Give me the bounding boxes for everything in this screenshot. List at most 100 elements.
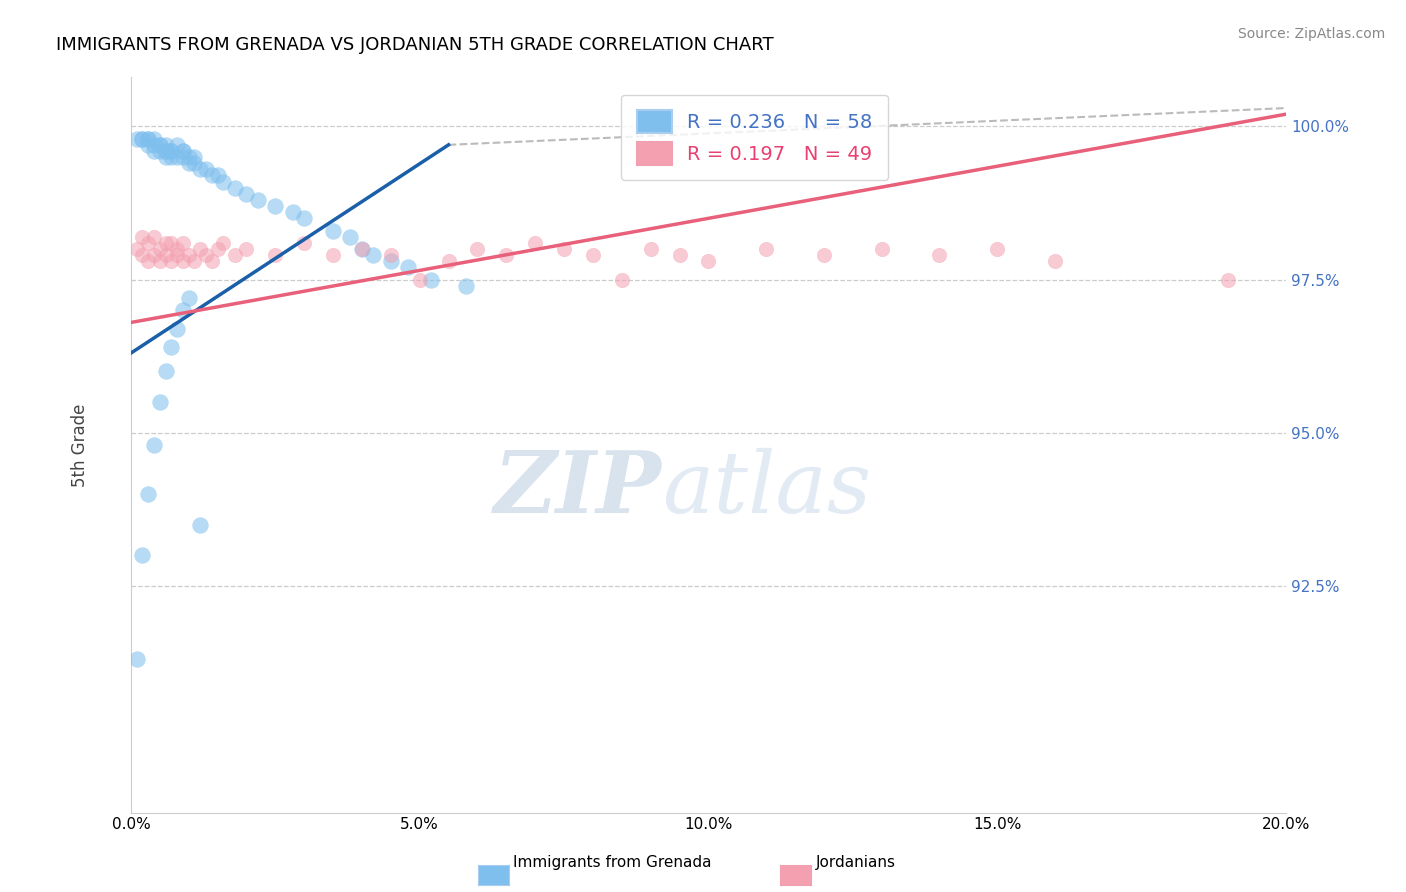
Point — [640, 242, 662, 256]
Point — [136, 235, 159, 250]
Point — [155, 144, 177, 158]
Point — [149, 242, 172, 256]
Point — [195, 162, 218, 177]
Text: Source: ZipAtlas.com: Source: ZipAtlas.com — [1237, 27, 1385, 41]
Point — [420, 272, 443, 286]
Point — [408, 272, 430, 286]
Text: atlas: atlas — [662, 448, 872, 531]
Point — [136, 131, 159, 145]
Point — [207, 242, 229, 256]
Point — [125, 652, 148, 666]
Point — [870, 242, 893, 256]
Point — [143, 131, 166, 145]
Point — [172, 235, 194, 250]
Point — [177, 156, 200, 170]
Point — [149, 137, 172, 152]
Point — [160, 235, 183, 250]
Point — [149, 144, 172, 158]
Point — [246, 193, 269, 207]
Point — [166, 242, 188, 256]
Point — [136, 254, 159, 268]
Point — [149, 395, 172, 409]
Point — [195, 248, 218, 262]
Point — [322, 248, 344, 262]
Point — [160, 150, 183, 164]
Point — [212, 175, 235, 189]
Point — [136, 131, 159, 145]
Point — [155, 248, 177, 262]
Point — [235, 186, 257, 201]
Point — [155, 364, 177, 378]
Point — [136, 137, 159, 152]
Point — [183, 150, 205, 164]
Point — [149, 137, 172, 152]
Point — [553, 242, 575, 256]
Point — [131, 548, 153, 562]
Point — [668, 248, 690, 262]
Point — [350, 242, 373, 256]
Point — [380, 254, 402, 268]
Point — [1043, 254, 1066, 268]
Point — [160, 144, 183, 158]
Point — [177, 150, 200, 164]
Point — [172, 303, 194, 318]
Point — [131, 131, 153, 145]
Point — [160, 254, 183, 268]
Point — [264, 248, 287, 262]
Point — [235, 242, 257, 256]
Point — [172, 254, 194, 268]
Point — [467, 242, 489, 256]
Point — [212, 235, 235, 250]
Point — [155, 235, 177, 250]
Point — [143, 229, 166, 244]
Point — [495, 248, 517, 262]
Point — [166, 150, 188, 164]
Point — [188, 242, 211, 256]
Point — [264, 199, 287, 213]
Point — [454, 278, 477, 293]
Point — [131, 248, 153, 262]
Point — [610, 272, 633, 286]
Point — [697, 254, 720, 268]
Point — [166, 248, 188, 262]
Point — [166, 321, 188, 335]
Text: ZIP: ZIP — [495, 448, 662, 531]
Point — [143, 137, 166, 152]
Point — [125, 131, 148, 145]
Point — [143, 144, 166, 158]
Point — [339, 229, 361, 244]
Point — [224, 248, 246, 262]
Point — [160, 144, 183, 158]
Point — [166, 137, 188, 152]
Point — [177, 291, 200, 305]
Point — [188, 517, 211, 532]
Point — [292, 235, 315, 250]
Point — [292, 211, 315, 226]
Point — [183, 254, 205, 268]
Point — [396, 260, 419, 275]
Point — [125, 242, 148, 256]
Point — [207, 169, 229, 183]
Point — [322, 224, 344, 238]
Point — [177, 248, 200, 262]
Point — [149, 254, 172, 268]
Point — [201, 169, 224, 183]
Point — [281, 205, 304, 219]
Point — [131, 131, 153, 145]
Point — [363, 248, 385, 262]
Point — [155, 137, 177, 152]
Point — [350, 242, 373, 256]
Y-axis label: 5th Grade: 5th Grade — [72, 403, 89, 487]
Point — [928, 248, 950, 262]
Point — [582, 248, 605, 262]
Point — [143, 248, 166, 262]
Point — [183, 156, 205, 170]
Point — [131, 229, 153, 244]
Point — [172, 144, 194, 158]
Point — [155, 150, 177, 164]
Point — [201, 254, 224, 268]
Legend: R = 0.236   N = 58, R = 0.197   N = 49: R = 0.236 N = 58, R = 0.197 N = 49 — [621, 95, 889, 180]
Point — [437, 254, 460, 268]
Point — [380, 248, 402, 262]
Text: Immigrants from Grenada: Immigrants from Grenada — [513, 855, 711, 870]
